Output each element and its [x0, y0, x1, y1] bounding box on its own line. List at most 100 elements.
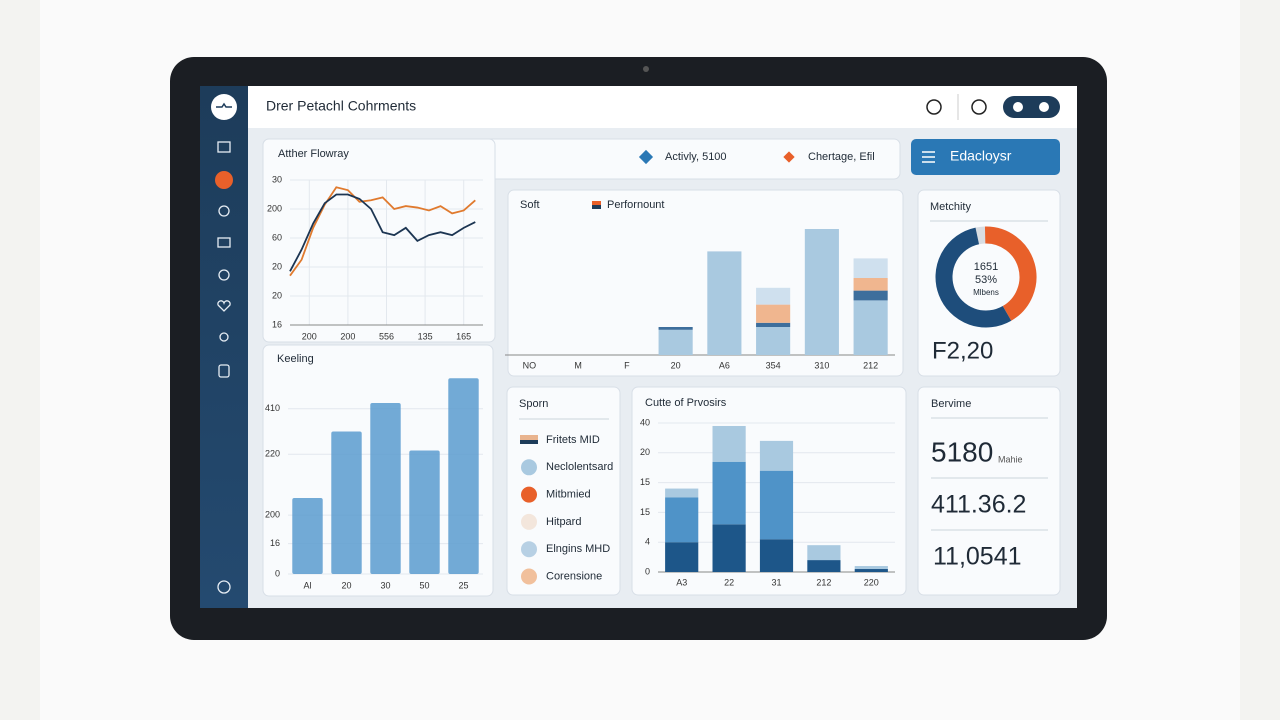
y-tick-label: 20: [272, 290, 282, 300]
donut-slice: [975, 226, 986, 245]
x-tick-label: 556: [379, 331, 394, 341]
bar-segment: [854, 566, 888, 570]
header-icon[interactable]: [926, 99, 942, 115]
y-tick-label: 60: [272, 232, 282, 242]
nav-icon[interactable]: [219, 332, 229, 342]
header: [248, 86, 1077, 128]
y-tick-label: 200: [265, 509, 280, 519]
donut-slice: [935, 227, 1012, 328]
sidebar-icons: [217, 141, 231, 594]
x-tick-label: 22: [724, 577, 734, 587]
y-tick-label: 16: [270, 538, 280, 548]
x-tick-label: 200: [340, 331, 355, 341]
header-icon[interactable]: [971, 99, 987, 115]
nav-icon[interactable]: [218, 269, 230, 281]
bar: [409, 450, 440, 574]
bar: [331, 431, 362, 574]
donut-center-label: Mlbens: [973, 288, 999, 297]
x-tick-label: 220: [864, 577, 879, 587]
bar-segment: [665, 542, 699, 572]
y-tick-label: 200: [267, 203, 282, 213]
toolbar-icon: [783, 151, 795, 163]
legend-swatch: [592, 205, 601, 209]
x-tick-label: 212: [816, 577, 831, 587]
sidebar: [200, 86, 248, 608]
button-label[interactable]: Edacloysr: [950, 148, 1012, 164]
header-pill[interactable]: [1003, 96, 1060, 118]
x-tick-label: 50: [419, 580, 429, 590]
nav-icon[interactable]: [218, 205, 230, 217]
x-tick-label: 25: [458, 580, 468, 590]
legend-label: Mitbmied: [546, 489, 591, 501]
donut-slice: [984, 226, 1037, 321]
bar-segment: [807, 545, 841, 561]
legend-label: Corensione: [546, 570, 602, 582]
panel-title: Bervime: [931, 398, 971, 410]
nav-icon[interactable]: [217, 237, 231, 248]
legend-swatch: [521, 541, 537, 558]
legend-swatch: [521, 486, 537, 503]
x-tick-label: 135: [418, 331, 433, 341]
x-tick-label: M: [574, 360, 582, 370]
y-tick-label: 40: [640, 417, 650, 427]
nav-icon[interactable]: [217, 580, 231, 594]
bar: [370, 403, 401, 574]
bar-segment: [712, 524, 746, 572]
y-tick-label: 20: [640, 447, 650, 457]
metric-value: 11,0541: [933, 543, 1022, 571]
legend-swatch: [592, 201, 601, 205]
metric-value: 5180: [931, 436, 993, 467]
bar-segment: [756, 304, 791, 323]
bar-segment: [759, 440, 794, 471]
bar-segment: [658, 327, 693, 330]
kpi-value: F2,20: [932, 337, 993, 364]
legend-swatch: [521, 459, 537, 476]
donut-center-label: 1651: [974, 261, 998, 273]
toolbar-item[interactable]: Activly, 5100: [665, 151, 727, 163]
nav-icon[interactable]: [217, 141, 231, 153]
pill-icon: [1013, 102, 1023, 112]
y-tick-label: 15: [640, 477, 650, 487]
chart-title: Cutte of Prvosirs: [645, 397, 727, 409]
bar-segment: [853, 290, 888, 301]
nav-icon-active[interactable]: [215, 171, 233, 189]
panel-title: Sporn: [519, 398, 548, 410]
panel: [262, 138, 496, 343]
bar-segment: [853, 258, 888, 278]
legend-swatch: [520, 440, 538, 444]
panel: [917, 386, 1061, 596]
y-tick-label: 20: [272, 261, 282, 271]
bar-segment: [756, 322, 791, 327]
bar-segment: [759, 470, 794, 540]
y-tick-label: 0: [275, 568, 280, 578]
logo[interactable]: [211, 94, 237, 120]
nav-icon[interactable]: [217, 300, 231, 312]
bar-segment: [854, 569, 888, 572]
bar: [292, 498, 323, 574]
legend-list: Fritets MID Neclolentsard Mitbmied Hitpard E…: [520, 434, 613, 585]
chart-title: Metchity: [930, 201, 971, 213]
nav-icon[interactable]: [218, 364, 230, 378]
bar-segment: [665, 497, 699, 543]
chart-title: Atther Flowray: [278, 148, 349, 160]
bar-segment: [759, 539, 794, 572]
button[interactable]: [911, 139, 1060, 175]
x-tick-label: A6: [719, 360, 730, 370]
chart-title: Keeling: [277, 353, 314, 365]
pill-icon: [1039, 102, 1049, 112]
x-tick-label: 200: [302, 331, 317, 341]
y-tick-label: 0: [645, 566, 650, 576]
bar-segment: [804, 229, 839, 355]
x-tick-label: A3: [676, 577, 687, 587]
y-tick-label: 16: [272, 319, 282, 329]
y-tick-label: 30: [272, 174, 282, 184]
x-tick-label: 31: [771, 577, 781, 587]
panel: [507, 189, 904, 377]
bar-segment: [665, 488, 699, 498]
x-tick-label: 20: [671, 360, 681, 370]
toolbar-icon: [638, 149, 654, 165]
legend-label: Neclolentsard: [546, 461, 613, 473]
toolbar-item[interactable]: Chertage, Efil: [808, 151, 875, 163]
menu-icon: [922, 151, 935, 163]
